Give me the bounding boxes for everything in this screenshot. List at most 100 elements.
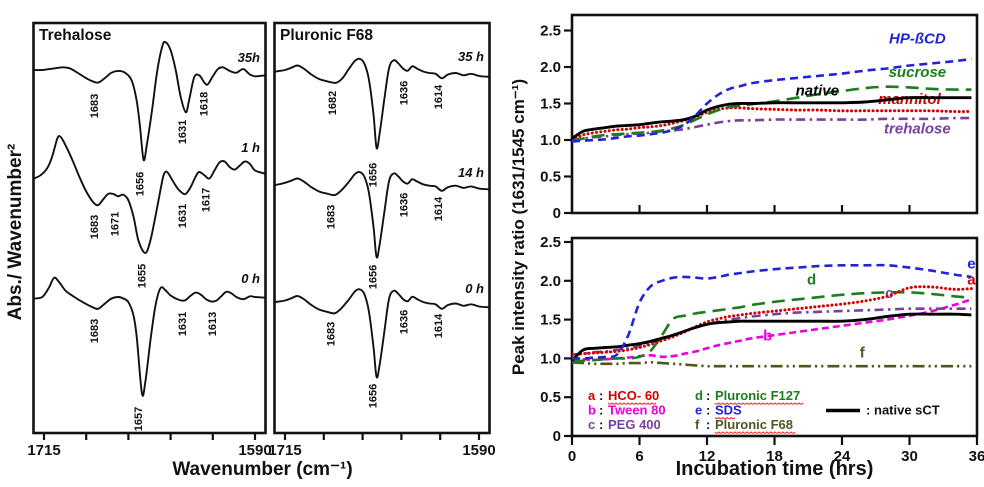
x-ticks — [283, 433, 481, 440]
svg-text:0: 0 — [568, 448, 576, 465]
peak-label: 1683 — [89, 319, 101, 343]
time-label: 14 h — [458, 165, 484, 180]
peak-label: 1631 — [177, 312, 189, 336]
series-letter: f — [860, 345, 866, 362]
svg-text:18: 18 — [766, 448, 783, 465]
time-label: 35h — [238, 50, 260, 65]
x-tick-label-right: 1590 — [462, 442, 495, 459]
trace-0h: 1683 1656 1636 1614 0 h — [274, 281, 490, 408]
peak-label: 1671 — [109, 212, 121, 236]
svg-text:6: 6 — [635, 448, 643, 465]
trace-35h: 1683 1656 1631 1618 35h — [32, 40, 267, 196]
svg-text:Pluronic F68: Pluronic F68 — [715, 417, 793, 432]
x-ticks — [42, 433, 257, 440]
peak-label: 1618 — [199, 92, 211, 116]
trace-14h: 1683 1656 1636 1614 14 h — [274, 165, 490, 289]
svg-text:SDS: SDS — [715, 403, 742, 418]
svg-text:1.5: 1.5 — [540, 312, 561, 329]
svg-text:b: b — [588, 403, 596, 418]
svg-text:24: 24 — [834, 448, 851, 465]
svg-text:36: 36 — [969, 448, 984, 465]
peak-label: 1636 — [399, 193, 411, 217]
peak-label: 1683 — [89, 215, 101, 239]
series-letter: d — [807, 272, 816, 289]
svg-text:0: 0 — [553, 428, 561, 445]
peak-label: 1682 — [327, 91, 339, 115]
series-letter: a — [967, 272, 976, 289]
svg-text:0.5: 0.5 — [540, 169, 561, 186]
peak-label: 1683 — [326, 205, 338, 229]
peak-label: 1631 — [177, 120, 189, 144]
peak-label: 1656 — [368, 384, 380, 408]
svg-text:2.5: 2.5 — [540, 23, 561, 40]
svg-text:c: c — [588, 417, 595, 432]
series-pluronic-f68: f — [572, 345, 972, 368]
time-label: 35 h — [458, 49, 484, 64]
series-letter: b — [763, 328, 772, 345]
series-label: sucrose — [889, 64, 947, 81]
peak-label: 1657 — [133, 407, 145, 431]
svg-text::: : — [706, 403, 710, 418]
series-hco-60: a — [572, 272, 976, 357]
trace-0h: 1683 1657 1631 1613 0 h — [32, 271, 267, 431]
svg-text:0: 0 — [553, 205, 561, 222]
y-axis: 0 0.5 1.0 1.5 2.0 2.5 — [540, 234, 572, 445]
spectra-y-axis-label: Abs./ Wavenumber² — [5, 143, 26, 321]
svg-text::: : — [706, 388, 710, 403]
svg-text:a: a — [588, 388, 596, 403]
svg-text:2.0: 2.0 — [540, 59, 561, 76]
peak-label: 1683 — [89, 94, 101, 118]
spectra-x-axis-label: Wavenumber (cm⁻¹) — [172, 459, 353, 480]
svg-text:1.0: 1.0 — [540, 350, 561, 367]
plot-border — [570, 13, 979, 215]
peak-label: 1656 — [368, 163, 380, 187]
svg-text:2.5: 2.5 — [540, 234, 561, 251]
spellcheck-squiggle — [714, 402, 804, 405]
x-tick-label-right: 1590 — [238, 442, 271, 459]
ftir-panel-pluronic-f68: 1715 1590 Pluronic F68 1682 1656 1636 1614 35 h… — [268, 21, 496, 459]
series-letter: e — [967, 255, 975, 272]
ftir-panel-trehalose: 1715 1590Trehalose168316561631161835h1683… — [27, 21, 272, 459]
svg-text:2.0: 2.0 — [540, 273, 561, 290]
series-native: native — [572, 82, 972, 140]
spellcheck-squiggle — [607, 402, 657, 405]
peak-label: 1655 — [136, 264, 148, 288]
svg-text::: : — [706, 417, 710, 432]
x-axis: 0 6 12 18 24 30 36 — [568, 437, 984, 465]
time-label: 0 h — [465, 281, 484, 296]
panel-title: Trehalose — [39, 27, 112, 44]
peak-label: 1614 — [433, 313, 445, 338]
svg-text:30: 30 — [901, 448, 918, 465]
series-hp-cd: HP-ßCD — [572, 31, 972, 143]
svg-text:0.5: 0.5 — [540, 389, 561, 406]
svg-text:f: f — [695, 417, 700, 432]
svg-text:d: d — [695, 388, 703, 403]
svg-text::: : — [866, 403, 870, 418]
x-tick-label-left: 1715 — [27, 442, 60, 459]
svg-text:HCO- 60: HCO- 60 — [608, 388, 659, 403]
svg-text::: : — [599, 403, 603, 418]
legend: a: HCO- 60 b: Tween 80 c: PEG 400 d: Pluronic F… — [588, 388, 940, 434]
peak-label: 1614 — [433, 84, 445, 109]
svg-text:1.0: 1.0 — [540, 132, 561, 149]
ratio-x-axis-label: Incubation time (hrs) — [675, 458, 874, 480]
peak-label: 1617 — [200, 188, 212, 212]
peak-label: 1613 — [207, 312, 219, 336]
svg-text::: : — [599, 417, 603, 432]
trace-1h: 1683 1671 1655 1631 1617 1 h — [32, 134, 267, 288]
series-label: trehalose — [884, 120, 951, 137]
series-sucrose: sucrose — [572, 64, 972, 142]
peak-label: 1631 — [177, 204, 189, 228]
time-label: 1 h — [241, 140, 260, 155]
series-native-sct — [572, 312, 972, 362]
spellcheck-squiggle — [714, 416, 736, 420]
panel-title: Pluronic F68 — [280, 27, 373, 44]
peak-label: 1656 — [368, 265, 380, 289]
y-axis: 0 0.5 1.0 1.5 2.0 2.5 — [540, 23, 572, 222]
series-label: mannitol — [878, 91, 941, 108]
svg-text::: : — [599, 388, 603, 403]
svg-text:PEG 400: PEG 400 — [608, 417, 661, 432]
peak-label: 1683 — [326, 322, 338, 346]
x-tick-label-left: 1715 — [268, 442, 301, 459]
